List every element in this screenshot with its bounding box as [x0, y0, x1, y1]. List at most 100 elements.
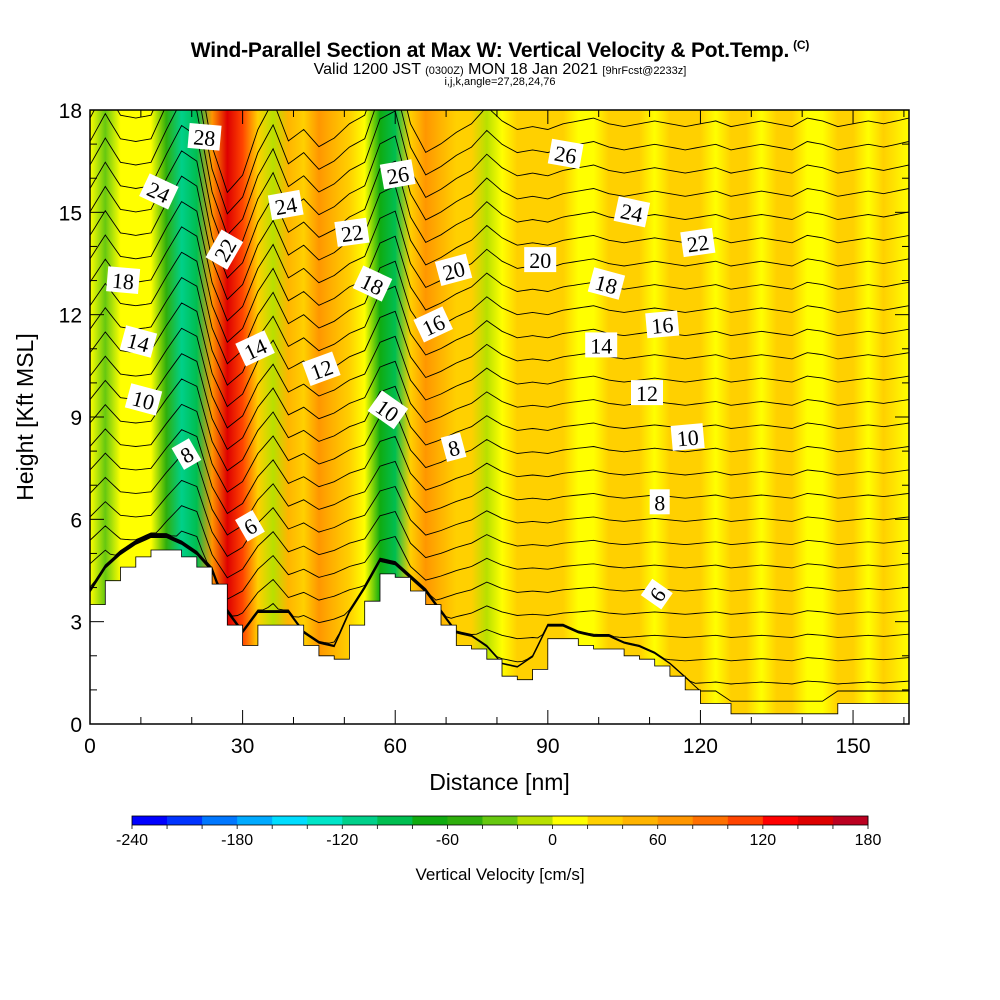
contour-label-9: 20	[434, 253, 473, 287]
contour-label-box	[613, 196, 651, 228]
contour-label-0: 28	[187, 122, 222, 151]
contour-label-box	[235, 330, 275, 367]
y-tick-label: 12	[59, 305, 82, 328]
contour-label-box	[547, 138, 584, 169]
theta-contour-line-16	[90, 276, 909, 386]
y-tick-label: 3	[70, 612, 82, 635]
theta-contour-line-8	[90, 479, 909, 558]
contour-label-12: 18	[352, 265, 393, 302]
terrain	[90, 549, 909, 724]
chart-title: Wind-Parallel Section at Max W: Vertical…	[0, 38, 1000, 63]
contour-label-13: 18	[587, 267, 626, 300]
colorbar-swatch	[237, 816, 273, 825]
theta-contour-line-18	[90, 226, 909, 343]
x-tick-label: 30	[231, 735, 254, 758]
contour-label-text: 18	[111, 268, 135, 295]
contour-label-16: 14	[119, 325, 158, 358]
y-tick-label: 15	[59, 202, 82, 225]
theta-contour-line-24	[90, 110, 909, 215]
colorbar-frame	[131, 815, 869, 826]
contour-label-box	[379, 159, 416, 190]
valid-date: MON 18 Jan 2021	[468, 61, 598, 78]
colorbar: -240 -180 -120 -60 0 60 120 180	[116, 815, 881, 849]
contour-label-25: 8	[440, 432, 467, 462]
contour-label-text: 24	[273, 192, 299, 220]
theta-contour-line-13	[90, 353, 909, 450]
contour-label-text: 8	[654, 490, 665, 515]
colorbar-swatch	[587, 816, 624, 825]
contour-label-4: 26	[547, 138, 584, 169]
colorbar-tick-label: 0	[548, 832, 557, 849]
x-axis-label: Distance [nm]	[429, 769, 570, 795]
contour-label-20: 12	[631, 380, 663, 406]
contour-label-24: 8	[171, 438, 202, 470]
y-axis-label: Height [Kft MSL]	[12, 333, 38, 500]
contour-label-box	[205, 229, 244, 270]
axes: 0 30 60 90 120 150 0 3 6 9 12 15 18	[59, 100, 909, 758]
contour-label-26: 8	[649, 489, 670, 515]
contour-label-box	[267, 189, 304, 221]
colorbar-tick-label: -60	[436, 832, 459, 849]
x-tick-label: 120	[683, 735, 718, 758]
colorbar-swatch	[832, 816, 869, 825]
colorbar-swatch	[377, 816, 413, 825]
contour-label-box	[334, 217, 370, 247]
x-tick-label: 150	[836, 735, 871, 758]
x-tick-label: 0	[84, 735, 96, 758]
contour-label-box	[352, 265, 393, 302]
chart-valid-time: Valid 1200 JST (0300Z) MON 18 Jan 2021 […	[0, 61, 1000, 79]
theta-contour-line-15	[90, 302, 909, 408]
contour-label-box	[139, 173, 179, 210]
theta-contour-line-25	[90, 110, 909, 194]
theta-contour-line-11	[90, 403, 909, 493]
colorbar-tick-label: -120	[326, 832, 358, 849]
colorbar-tick-label: -240	[116, 832, 148, 849]
valid-utc: (0300Z)	[425, 65, 464, 77]
contour-label-21: 10	[124, 383, 163, 416]
y-tick-label: 6	[70, 509, 82, 532]
contour-label-box	[171, 438, 202, 470]
contour-label-text: 22	[339, 219, 364, 247]
contour-label-7: 22	[680, 227, 716, 258]
colorbar-swatch	[622, 816, 659, 825]
contour-label-box	[645, 310, 680, 339]
contour-label-15: 16	[645, 310, 680, 339]
theta-contour-line-14	[90, 327, 909, 429]
contour-label-box	[649, 489, 670, 515]
colorbar-swatch	[762, 816, 799, 825]
theta-contour-line-7	[90, 505, 909, 579]
contour-label-box	[124, 383, 163, 416]
colorbar-swatch	[517, 816, 553, 825]
colorbar-swatch	[342, 816, 378, 825]
contour-label-box	[367, 390, 409, 430]
y-tick-label: 18	[59, 100, 82, 123]
theta-contour-line-17	[90, 251, 909, 365]
contour-label-text: 22	[685, 230, 710, 258]
terrain-mask	[90, 549, 909, 724]
colorbar-tick-label: 60	[649, 832, 667, 849]
colorbar-swatch	[202, 816, 238, 825]
contour-label-box	[640, 578, 673, 610]
colorbar-swatch	[447, 816, 483, 825]
colorbar-swatch	[167, 816, 203, 825]
contour-label-23: 10	[670, 423, 705, 452]
colorbar-swatch	[727, 816, 764, 825]
chart-title-text: Wind-Parallel Section at Max W: Vertical…	[190, 39, 790, 62]
contour-label-box	[440, 432, 467, 462]
contour-label-box	[119, 325, 158, 358]
contour-label-text: 10	[676, 425, 700, 452]
contour-label-box	[106, 266, 141, 294]
theta-contour-line-10	[90, 429, 909, 515]
contour-label-5: 24	[613, 196, 651, 228]
contour-label-box	[631, 380, 663, 406]
colorbar-swatch	[412, 816, 448, 825]
contour-label-text: 26	[553, 141, 579, 169]
y-tick-label: 0	[70, 714, 82, 737]
contour-label-box	[680, 227, 716, 258]
contour-label-2: 24	[267, 189, 304, 221]
contour-label-text: 12	[636, 381, 658, 406]
theta-contour-line-21	[90, 150, 909, 279]
theta-contour-line-20	[90, 175, 909, 301]
colorbar-swatch	[692, 816, 729, 825]
